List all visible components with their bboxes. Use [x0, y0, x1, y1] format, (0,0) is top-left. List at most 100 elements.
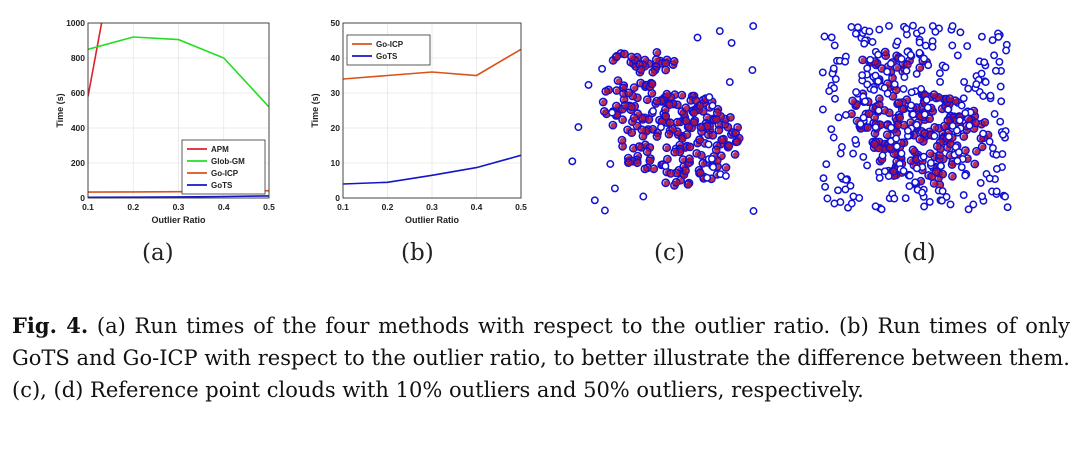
point	[632, 85, 638, 91]
point	[624, 88, 634, 98]
point	[749, 207, 758, 215]
point	[663, 180, 670, 186]
point	[923, 103, 932, 112]
point	[627, 52, 636, 62]
point	[917, 65, 924, 71]
point	[868, 38, 877, 46]
point	[900, 106, 906, 113]
point	[748, 66, 757, 75]
point	[948, 41, 957, 50]
point	[947, 96, 954, 102]
point	[992, 187, 1001, 196]
point	[980, 118, 990, 127]
point	[615, 78, 622, 84]
point	[829, 133, 838, 142]
point	[731, 137, 741, 147]
point	[663, 67, 670, 74]
point	[957, 101, 966, 110]
point	[598, 97, 608, 107]
point	[672, 149, 679, 156]
point	[930, 132, 939, 140]
point	[716, 127, 723, 134]
point	[921, 41, 930, 50]
point	[860, 39, 869, 48]
point	[704, 140, 713, 149]
point	[944, 132, 953, 141]
point	[948, 22, 957, 31]
point	[920, 128, 930, 138]
point	[714, 125, 724, 135]
point	[980, 144, 986, 150]
y-tick-label: 1000	[66, 18, 85, 28]
point	[894, 98, 904, 108]
point	[645, 97, 651, 103]
point	[910, 147, 917, 154]
series-line-apm	[88, 23, 103, 97]
point	[956, 28, 965, 37]
point	[896, 100, 903, 106]
point	[961, 134, 968, 140]
point	[988, 144, 997, 153]
point	[841, 57, 850, 66]
point	[663, 60, 669, 67]
point	[654, 50, 661, 56]
point	[855, 194, 864, 202]
point	[689, 108, 699, 118]
y-tick-label: 30	[331, 88, 341, 98]
point	[685, 154, 694, 164]
point	[664, 129, 674, 139]
point	[608, 120, 618, 130]
point	[865, 27, 874, 36]
point	[965, 156, 971, 162]
point	[668, 171, 675, 177]
series-line-gots	[88, 195, 269, 198]
point	[863, 80, 872, 89]
point	[949, 162, 956, 168]
point	[927, 116, 933, 122]
point	[851, 136, 860, 144]
point	[901, 194, 910, 203]
point	[946, 200, 955, 209]
plot-frame	[342, 22, 522, 199]
point	[821, 182, 830, 191]
point	[831, 94, 839, 103]
point	[912, 164, 921, 173]
plot-frame	[87, 22, 270, 199]
point	[728, 115, 734, 121]
point	[626, 160, 632, 166]
point	[674, 170, 680, 177]
legend: Go-ICP GoTS	[346, 34, 431, 66]
point	[897, 115, 903, 121]
point	[849, 111, 855, 117]
point	[603, 89, 610, 95]
point	[691, 110, 698, 116]
point	[681, 166, 690, 175]
point	[710, 132, 717, 139]
y-tick-label: 10	[331, 158, 341, 168]
point	[717, 135, 727, 145]
point	[892, 63, 902, 72]
point	[977, 142, 987, 152]
point	[599, 107, 609, 116]
point	[865, 125, 871, 131]
point	[892, 134, 901, 143]
legend-entry: Glob-GM	[211, 157, 245, 166]
point	[610, 184, 619, 193]
point	[852, 88, 861, 97]
point	[652, 132, 662, 141]
point	[672, 58, 678, 65]
point	[661, 111, 670, 121]
series-line-glob-gm	[88, 36, 269, 108]
point	[925, 114, 934, 124]
caption-text: (a) Run times of the four methods with r…	[12, 314, 1070, 402]
point	[908, 145, 918, 155]
point	[961, 171, 970, 180]
subfigure-label-d: (d)	[903, 240, 936, 266]
x-tick-label: 0.4	[471, 202, 483, 212]
point	[927, 151, 934, 157]
point	[905, 171, 914, 180]
point	[931, 92, 938, 98]
point	[651, 166, 658, 172]
point	[732, 152, 739, 158]
point	[639, 127, 646, 133]
